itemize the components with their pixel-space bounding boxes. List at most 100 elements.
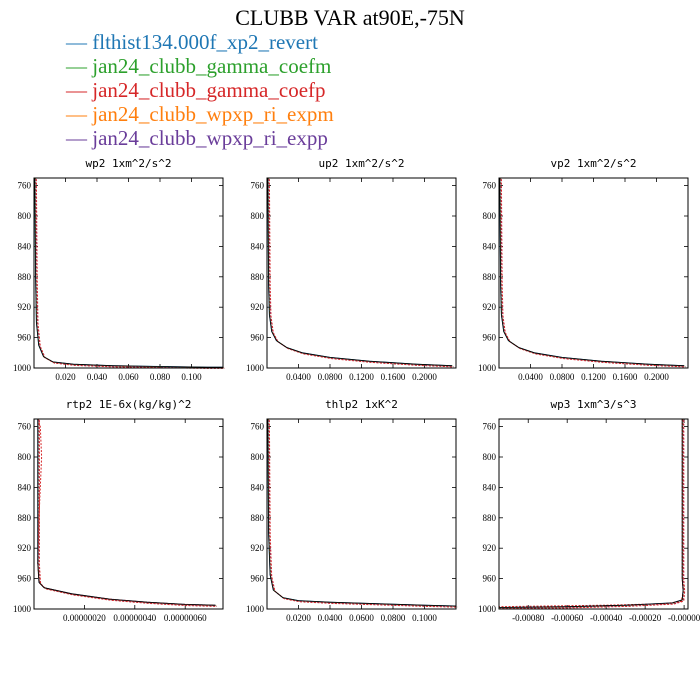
xtick-label-3-2: 0.00000060 <box>164 613 207 623</box>
series-line-ref-0 <box>34 177 223 368</box>
ytick-label-1-6: 1000 <box>246 363 265 373</box>
xtick-label-4-0: 0.0200 <box>286 613 311 623</box>
series-line-2-0-4 <box>500 178 686 368</box>
series-line-2-0-0 <box>499 177 685 367</box>
ytick-label-0-0: 760 <box>18 181 32 191</box>
xtick-label-2-1: 0.0800 <box>550 372 575 382</box>
panel-frame-4 <box>266 418 457 610</box>
ytick-label-5-0: 760 <box>483 422 497 432</box>
series-line-ref-5 <box>498 419 684 608</box>
panel-title-2: vp2 1xm^2/s^2 <box>550 157 636 170</box>
xtick-label-3-0: 0.00000020 <box>63 613 106 623</box>
series-line-3-0-3 <box>38 419 217 607</box>
xtick-label-4-4: 0.1000 <box>412 613 437 623</box>
series-line-1-0-0 <box>267 177 453 367</box>
legend-label-4: jan24_clubb_wpxp_ri_expp <box>92 126 328 150</box>
series-line-ref-4 <box>267 418 457 607</box>
xtick-label-5-1: -0.00060 <box>551 613 584 623</box>
series-line-5-0-3 <box>499 419 685 609</box>
legend-line-4: — <box>66 126 87 150</box>
ytick-label-3-4: 920 <box>18 543 32 553</box>
panel-2: vp2 1xm^2/s^2 760 800 840 880 920 960 1000 0.040… <box>478 157 689 382</box>
series-line-5-0-0 <box>498 419 684 608</box>
series-line-0-0-4 <box>35 178 225 369</box>
panel-4: thlp2 1xK^2 760 800 840 880 920 960 1000 0.0200 0… <box>246 398 458 623</box>
series-line-2-0-3 <box>500 178 685 367</box>
xtick-label-1-0: 0.0400 <box>286 372 311 382</box>
series-line-4-0-1 <box>267 419 457 607</box>
series-line-ref-2 <box>499 177 685 367</box>
ytick-label-5-4: 920 <box>483 543 497 553</box>
series-line-3-0-4 <box>38 419 217 607</box>
series-line-5-0-2 <box>500 420 686 610</box>
ytick-label-2-0: 760 <box>483 181 497 191</box>
ytick-label-0-6: 1000 <box>13 363 32 373</box>
xtick-label-2-3: 0.1600 <box>613 372 638 382</box>
legend-entry-4: — jan24_clubb_wpxp_ri_expp <box>66 126 334 150</box>
series-line-1-0-2 <box>268 179 454 368</box>
series-line-ref-1 <box>267 177 453 367</box>
ytick-label-3-0: 760 <box>18 422 32 432</box>
panel-title-0: wp2 1xm^2/s^2 <box>85 157 171 170</box>
series-line-3-1-2 <box>37 418 216 606</box>
ytick-label-4-0: 760 <box>251 422 265 432</box>
ytick-label-1-5: 960 <box>251 333 265 343</box>
ytick-label-4-3: 880 <box>251 513 265 523</box>
xtick-label-4-3: 0.0800 <box>381 613 406 623</box>
series-line-0-0-2 <box>35 179 225 369</box>
ytick-label-4-6: 1000 <box>246 604 265 614</box>
xtick-label-2-2: 0.1200 <box>581 372 606 382</box>
panel-title-3: rtp2 1E-6x(kg/kg)^2 <box>66 398 192 411</box>
panel-frame-3 <box>33 418 224 610</box>
series-line-1-0-4 <box>268 178 454 368</box>
series-line-5-0-4 <box>500 419 685 609</box>
xtick-label-2-4: 0.2000 <box>644 372 669 382</box>
ytick-label-4-2: 840 <box>251 482 265 492</box>
series-line-3-0-1 <box>37 419 216 606</box>
xtick-label-5-3: -0.00020 <box>629 613 662 623</box>
ytick-label-3-6: 1000 <box>13 604 32 614</box>
series-line-4-0-0 <box>267 418 457 607</box>
xtick-label-0-3: 0.080 <box>150 372 171 382</box>
xtick-label-0-1: 0.040 <box>87 372 108 382</box>
ytick-label-3-1: 800 <box>18 452 32 462</box>
legend-line-0: — <box>66 30 87 54</box>
ytick-label-0-4: 920 <box>18 302 32 312</box>
ytick-label-2-4: 920 <box>483 302 497 312</box>
ytick-label-5-6: 1000 <box>478 604 497 614</box>
ytick-label-2-6: 1000 <box>478 363 497 373</box>
ytick-label-5-5: 960 <box>483 574 497 584</box>
ytick-label-1-4: 920 <box>251 302 265 312</box>
panel-title-4: thlp2 1xK^2 <box>325 398 398 411</box>
xtick-label-3-1: 0.00000040 <box>113 613 156 623</box>
xtick-label-0-4: 0.100 <box>181 372 202 382</box>
legend-label-3: jan24_clubb_wpxp_ri_expm <box>92 102 334 126</box>
xtick-label-1-1: 0.0800 <box>318 372 343 382</box>
figure-title: CLUBB VAR at90E,-75N <box>235 5 465 30</box>
series-line-1-0-3 <box>268 178 453 367</box>
legend-label-2: jan24_clubb_gamma_coefp <box>92 78 326 102</box>
xtick-label-4-1: 0.0400 <box>318 613 343 623</box>
legend-entry-0: — flthist134.000f_xp2_revert <box>66 30 334 54</box>
ytick-label-5-2: 840 <box>483 482 497 492</box>
series-line-2-0-1 <box>499 178 685 367</box>
xtick-label-0-0: 0.020 <box>55 372 76 382</box>
panel-title-5: wp3 1xm^3/s^3 <box>550 398 636 411</box>
panel-0: wp2 1xm^2/s^2 760 800 840 880 920 960 1000 0.020… <box>13 157 225 382</box>
ytick-label-0-2: 840 <box>18 241 32 251</box>
ytick-label-0-1: 800 <box>18 211 32 221</box>
legend-line-1: — <box>66 54 87 78</box>
ytick-label-1-1: 800 <box>251 211 265 221</box>
legend-label-0: flthist134.000f_xp2_revert <box>92 30 318 54</box>
xtick-label-1-4: 0.2000 <box>412 372 437 382</box>
ytick-label-2-5: 960 <box>483 333 497 343</box>
series-line-3-0-2 <box>38 420 218 607</box>
xtick-label-0-2: 0.060 <box>118 372 139 382</box>
xtick-label-5-0: -0.00080 <box>512 613 545 623</box>
ytick-label-5-1: 800 <box>483 452 497 462</box>
series-line-3-0-0 <box>37 419 216 606</box>
xtick-label-1-3: 0.1600 <box>381 372 406 382</box>
series-line-ref-3 <box>37 419 216 606</box>
panel-1: up2 1xm^2/s^2 760 800 840 880 920 960 1000 0.040… <box>246 157 457 382</box>
